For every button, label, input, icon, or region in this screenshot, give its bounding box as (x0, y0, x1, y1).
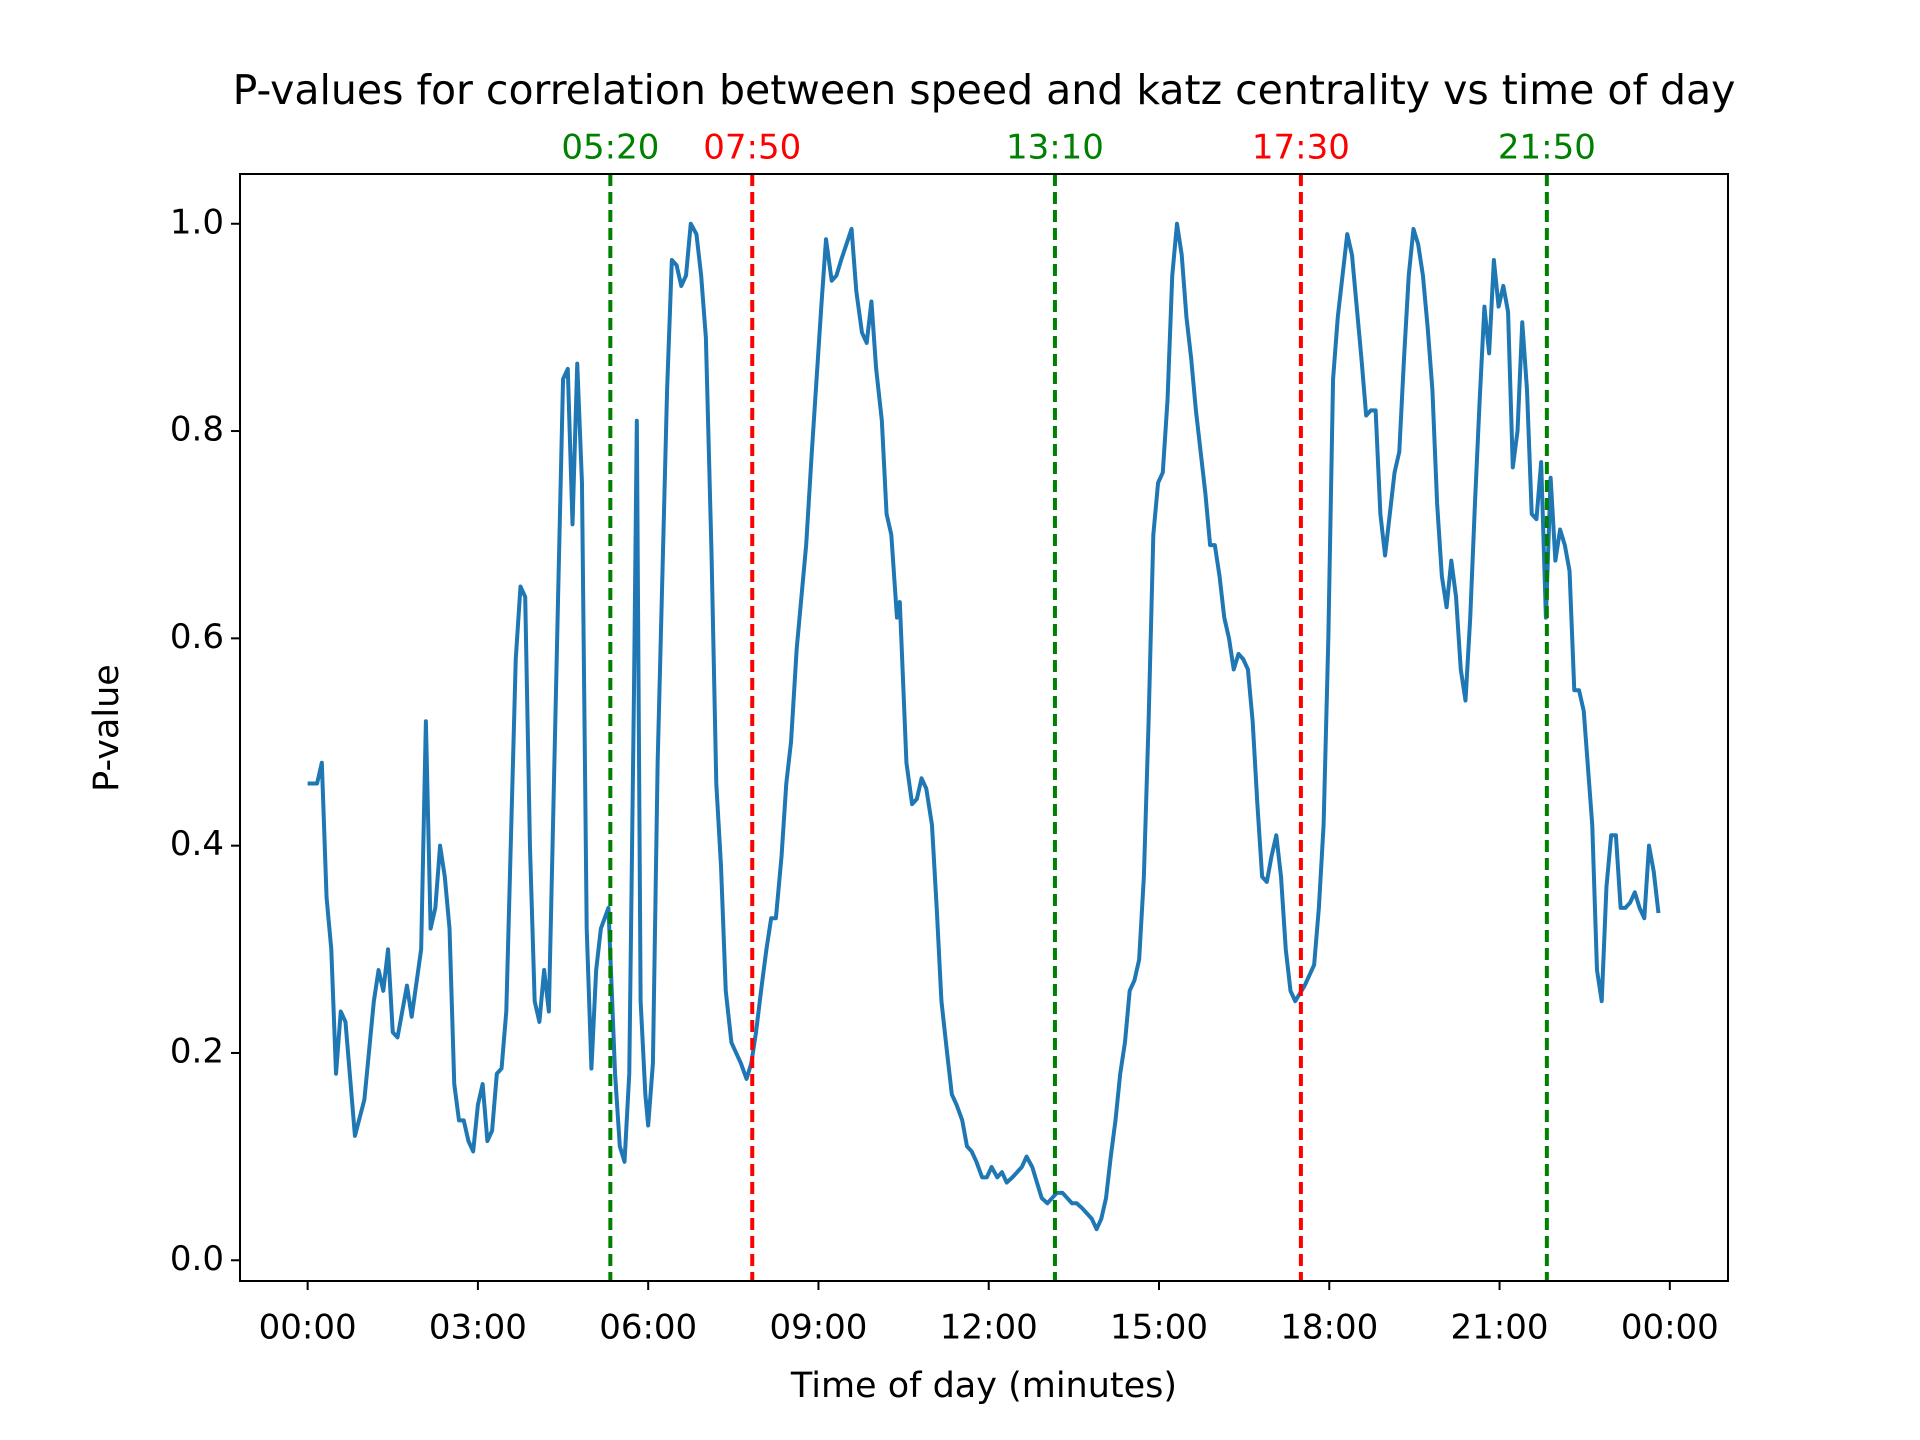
y-axis-label: P-value (87, 664, 127, 792)
reference-label: 21:50 (1498, 128, 1596, 168)
x-tick-label: 00:00 (1621, 1308, 1719, 1348)
x-tick-label: 18:00 (1280, 1308, 1378, 1348)
x-tick-label: 09:00 (769, 1308, 867, 1348)
x-tick-label: 03:00 (429, 1308, 527, 1348)
x-tick-label: 15:00 (1110, 1308, 1208, 1348)
x-tick-label: 12:00 (940, 1308, 1038, 1348)
x-tick-label: 21:00 (1451, 1308, 1549, 1348)
data-line (307, 221, 1661, 1232)
y-tick-label: 0.0 (170, 1239, 224, 1279)
y-tick-label: 0.2 (170, 1031, 224, 1071)
reference-label: 13:10 (1006, 128, 1104, 168)
y-tick-label: 0.4 (170, 824, 224, 864)
y-tick-label: 0.6 (170, 617, 224, 657)
reference-label: 05:20 (561, 128, 659, 168)
x-tick-label: 00:00 (259, 1308, 357, 1348)
plot-frame (239, 173, 1729, 1282)
y-tick-label: 1.0 (170, 202, 224, 242)
x-axis-label: Time of day (minutes) (790, 1366, 1177, 1406)
reference-label: 17:30 (1252, 128, 1350, 168)
chart-title: P-values for correlation between speed a… (233, 66, 1736, 114)
x-tick-label: 06:00 (599, 1308, 697, 1348)
reference-label: 07:50 (703, 128, 801, 168)
y-tick-label: 0.8 (170, 410, 224, 450)
